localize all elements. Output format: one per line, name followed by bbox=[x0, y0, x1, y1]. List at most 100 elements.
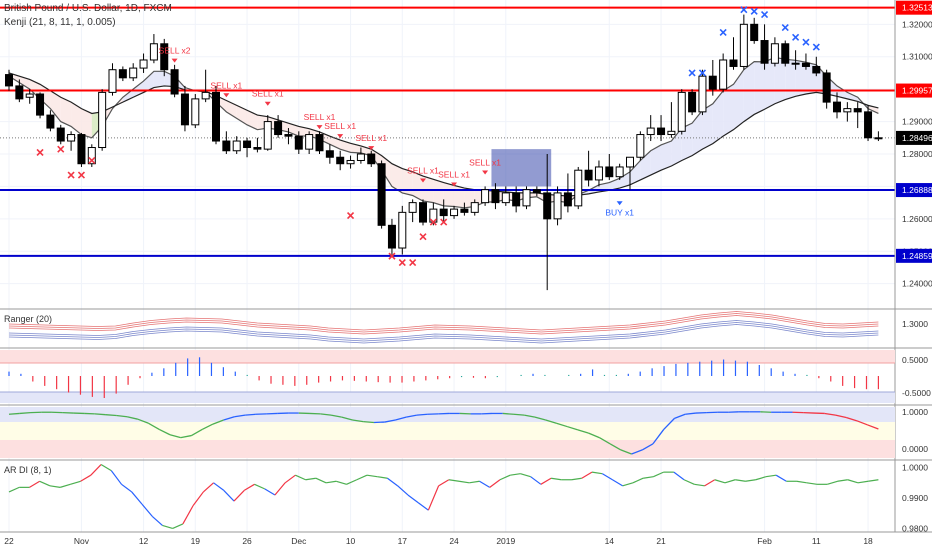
candle-body bbox=[118, 69, 127, 79]
tdi-tick-label: 0.0000 bbox=[902, 444, 928, 454]
ardi-line-segment bbox=[775, 474, 787, 482]
tdi-line-segment bbox=[234, 414, 246, 418]
price-tick-label: 1.26000 bbox=[902, 214, 932, 224]
tdi-tick-label: 1.0000 bbox=[902, 407, 928, 417]
candle-body bbox=[139, 59, 148, 69]
ardi-line-segment bbox=[704, 479, 716, 487]
candle-body bbox=[698, 75, 707, 113]
candle-body bbox=[470, 202, 479, 213]
candle-body bbox=[36, 93, 45, 116]
date-tick-label: 12 bbox=[139, 536, 149, 546]
tdi-line-segment bbox=[330, 414, 342, 418]
price-line-badge-label: 1.24859 bbox=[902, 251, 932, 261]
candle-body bbox=[874, 137, 883, 140]
x-mark-stroke bbox=[88, 156, 96, 165]
sell-signal-label: SELL x1 bbox=[252, 89, 284, 99]
candle-body bbox=[439, 208, 448, 217]
tdi-line-segment bbox=[180, 434, 192, 439]
current-price-badge-label: 1.28496 bbox=[902, 133, 932, 143]
kenji-cloud-segment bbox=[681, 123, 693, 161]
x-mark-stroke bbox=[688, 69, 696, 77]
candle-body bbox=[108, 69, 117, 93]
date-tick-label: 2019 bbox=[496, 536, 515, 546]
buy-x-mark bbox=[750, 7, 758, 15]
sell-x-mark bbox=[67, 171, 75, 179]
buy-x-mark bbox=[812, 43, 820, 51]
sell-signal-label: SELL x1 bbox=[407, 166, 439, 176]
candle-body bbox=[46, 114, 55, 129]
candle-body bbox=[760, 40, 769, 64]
kenji-cloud-segment bbox=[19, 76, 30, 90]
candle-body bbox=[512, 192, 521, 207]
tdi-line-segment bbox=[148, 422, 160, 430]
sell-x-mark bbox=[88, 156, 96, 165]
x-mark-stroke bbox=[781, 23, 789, 32]
x-mark-stroke bbox=[398, 259, 406, 267]
candle-body bbox=[853, 108, 862, 113]
kenji-cloud-segment bbox=[247, 110, 258, 130]
date-tick-label: 11 bbox=[812, 536, 821, 546]
ardi-line-segment bbox=[121, 483, 133, 493]
tdi-line-segment bbox=[641, 443, 654, 451]
sell-signal-label: SELL x1 bbox=[438, 169, 470, 179]
candle-body bbox=[77, 134, 86, 165]
sell-signal-arrow bbox=[171, 58, 178, 63]
ardi-line-segment bbox=[837, 479, 848, 482]
ardi-line-segment bbox=[407, 494, 419, 504]
tdi-line-segment bbox=[599, 437, 611, 445]
ranger-line bbox=[8, 320, 879, 340]
ardi-line-segment bbox=[489, 479, 501, 488]
ardi-line-segment bbox=[438, 479, 450, 487]
price-line-badge bbox=[896, 0, 932, 15]
candle-body bbox=[346, 159, 355, 165]
price-line-badge-label: 1.32513 bbox=[902, 3, 932, 13]
ardi-line-segment bbox=[182, 505, 194, 525]
candle-body bbox=[563, 192, 572, 207]
tdi-line-segment bbox=[416, 413, 428, 416]
candle-body bbox=[574, 169, 583, 207]
sell-x-mark bbox=[77, 171, 86, 179]
ardi-line-segment bbox=[151, 515, 163, 526]
date-tick-label: 21 bbox=[656, 536, 666, 546]
kenji-cloud-segment bbox=[837, 85, 848, 99]
ardi-line-segment bbox=[70, 480, 81, 485]
ardi-line-segment bbox=[581, 471, 593, 479]
date-tick-label: 19 bbox=[191, 536, 201, 546]
candle-body bbox=[781, 43, 790, 64]
x-mark-stroke bbox=[740, 6, 748, 14]
ardi-line-segment bbox=[233, 489, 245, 502]
buy-x-mark bbox=[792, 33, 800, 41]
tdi-line-segment bbox=[609, 443, 622, 451]
ardi-line-segment bbox=[520, 473, 531, 478]
candle-body bbox=[398, 211, 407, 249]
kenji-indicator-label[interactable]: Kenji (21, 8, 11, 1, 0.005) bbox=[4, 17, 116, 28]
candle-body bbox=[408, 202, 417, 213]
candle-body bbox=[657, 127, 666, 136]
kenji-cloud-segment bbox=[143, 71, 154, 93]
tdi-line-segment bbox=[663, 417, 675, 430]
tdi-line-segment bbox=[502, 412, 514, 415]
price-line-badge-label: 1.29957 bbox=[902, 86, 932, 96]
candle-body bbox=[626, 156, 634, 168]
tdi-line-segment bbox=[395, 416, 407, 421]
kenji-cloud-segment bbox=[671, 128, 682, 166]
ardi-line-segment bbox=[868, 479, 879, 482]
candle-body bbox=[170, 69, 179, 95]
ardi-line-segment bbox=[243, 483, 255, 491]
kenji-cloud-segment bbox=[81, 108, 92, 138]
ardi-line-segment bbox=[80, 474, 92, 482]
candle-body bbox=[315, 134, 324, 152]
ardi-line-segment bbox=[796, 480, 807, 484]
tdi-line-segment bbox=[245, 413, 256, 416]
sell-signal-arrow bbox=[264, 101, 271, 106]
ardi-line-segment bbox=[847, 479, 859, 484]
tdi-line-segment bbox=[126, 416, 138, 420]
tdi-line-segment bbox=[201, 423, 214, 431]
tdi-line-segment bbox=[116, 414, 128, 418]
ardi-line-segment bbox=[745, 479, 756, 482]
msi-upper-band bbox=[0, 350, 895, 363]
date-tick-label: 18 bbox=[863, 536, 873, 546]
ardi-line-segment bbox=[683, 479, 695, 485]
